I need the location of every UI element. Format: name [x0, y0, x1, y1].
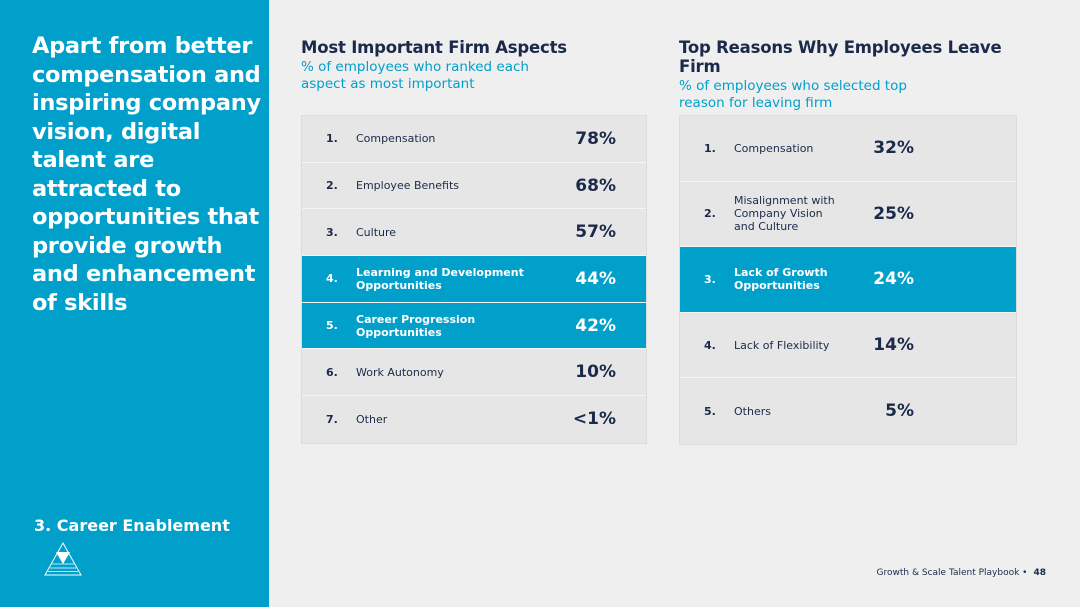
row-label: Learning and Development Opportunities	[356, 265, 524, 292]
rank: 4.	[704, 338, 716, 352]
row-label: Other	[356, 412, 388, 426]
table-row: 5. Career Progression Opportunities 42%	[302, 302, 646, 350]
panel-subtitle: % of employees who ranked each aspect as…	[301, 59, 529, 92]
headline: Apart from better compensation and inspi…	[32, 33, 261, 316]
table-row: 6. Work Autonomy 10%	[302, 349, 646, 397]
panel-title: Top Reasons Why Employees Leave Firm	[679, 38, 1002, 76]
row-value: 42%	[575, 315, 616, 336]
footer: Growth & Scale Talent Playbook • 48	[877, 568, 1046, 578]
table-row: 4. Lack of Flexibility 14%	[680, 313, 1016, 379]
row-value: 25%	[873, 203, 914, 224]
rank: 1.	[326, 132, 338, 146]
leave-reasons-panel: Top Reasons Why Employees Leave Firm % o…	[679, 38, 1047, 445]
row-label: Lack of Growth Opportunities	[734, 266, 828, 293]
row-label: Lack of Flexibility	[734, 338, 830, 352]
table-row: 3. Culture 57%	[302, 209, 646, 257]
row-label: Work Autonomy	[356, 365, 444, 379]
sidebar: Apart from better compensation and inspi…	[0, 0, 269, 607]
table-row: 3. Lack of Growth Opportunities 24%	[680, 247, 1016, 313]
table-row: 2. Misalignment with Company Vision and C…	[680, 182, 1016, 248]
leave-reasons-table: 1. Compensation 32% 2. Misalignment with Com…	[679, 115, 1017, 445]
rank: 6.	[326, 365, 338, 379]
rank: 1.	[704, 141, 716, 155]
row-value: 32%	[873, 138, 914, 159]
table-row: 5. Others 5%	[680, 378, 1016, 444]
row-label: Compensation	[356, 132, 436, 146]
rank: 3.	[704, 272, 716, 286]
firm-aspects-table: 1. Compensation 78% 2. Employee Benefits 68% 3…	[301, 115, 647, 444]
table-row: 1. Compensation 32%	[680, 116, 1016, 182]
row-value: 57%	[575, 222, 616, 243]
row-value: <1%	[572, 409, 616, 430]
table-row: 2. Employee Benefits 68%	[302, 163, 646, 210]
table-row: 4. Learning and Development Opportunities…	[302, 256, 646, 303]
table-row: 7. Other <1%	[302, 396, 646, 443]
firm-aspects-panel: Most Important Firm Aspects % of employe…	[301, 38, 669, 444]
row-value: 68%	[575, 175, 616, 196]
pyramid-icon	[44, 542, 82, 576]
rank: 4.	[326, 272, 338, 286]
panel-subtitle: % of employees who selected top reason f…	[679, 78, 907, 111]
row-label: Employee Benefits	[356, 179, 460, 193]
row-value: 24%	[873, 269, 914, 290]
rank: 2.	[326, 179, 338, 193]
row-label: Career Progression Opportunities	[356, 312, 476, 339]
rank: 5.	[704, 404, 716, 418]
row-label: Misalignment with Company Vision and Cul…	[734, 194, 835, 234]
row-value: 78%	[575, 128, 616, 149]
row-value: 10%	[575, 362, 616, 383]
row-label: Others	[734, 404, 771, 418]
panel-title: Most Important Firm Aspects	[301, 38, 567, 57]
rank: 3.	[326, 225, 338, 239]
table-row: 1. Compensation 78%	[302, 116, 646, 163]
rank: 5.	[326, 319, 338, 333]
rank: 2.	[704, 207, 716, 221]
section-label: 3. Career Enablement	[34, 516, 230, 535]
row-label: Compensation	[734, 141, 814, 155]
row-value: 5%	[885, 401, 914, 422]
row-value: 14%	[873, 335, 914, 356]
footer-text: Growth & Scale Talent Playbook •	[876, 568, 1028, 578]
row-label: Culture	[356, 225, 397, 239]
row-value: 44%	[575, 268, 616, 289]
page-number: 48	[1033, 568, 1046, 578]
rank: 7.	[326, 412, 338, 426]
